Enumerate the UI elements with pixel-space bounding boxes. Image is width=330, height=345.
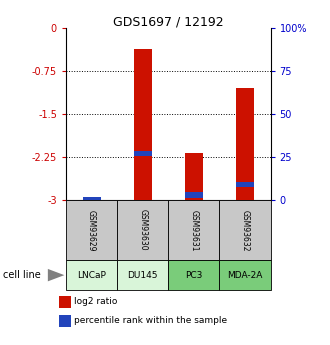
Text: GSM93632: GSM93632 bbox=[241, 209, 249, 251]
Text: MDA-2A: MDA-2A bbox=[227, 270, 263, 280]
Bar bbox=[236, 88, 254, 200]
Text: GDS1697 / 12192: GDS1697 / 12192 bbox=[113, 16, 224, 29]
Text: log2 ratio: log2 ratio bbox=[74, 297, 117, 306]
Bar bbox=[185, 193, 203, 197]
Text: DU145: DU145 bbox=[127, 270, 158, 280]
Text: GSM93630: GSM93630 bbox=[138, 209, 147, 251]
Text: PC3: PC3 bbox=[185, 270, 203, 280]
Bar bbox=[134, 49, 152, 200]
Bar bbox=[185, 153, 203, 200]
Text: percentile rank within the sample: percentile rank within the sample bbox=[74, 316, 227, 325]
Bar bbox=[82, 199, 101, 200]
Text: LNCaP: LNCaP bbox=[77, 270, 106, 280]
Bar bbox=[134, 151, 152, 156]
Text: GSM93629: GSM93629 bbox=[87, 209, 96, 251]
Bar bbox=[82, 197, 101, 202]
Text: cell line: cell line bbox=[3, 270, 41, 280]
Text: GSM93631: GSM93631 bbox=[189, 209, 198, 251]
Bar bbox=[236, 182, 254, 187]
